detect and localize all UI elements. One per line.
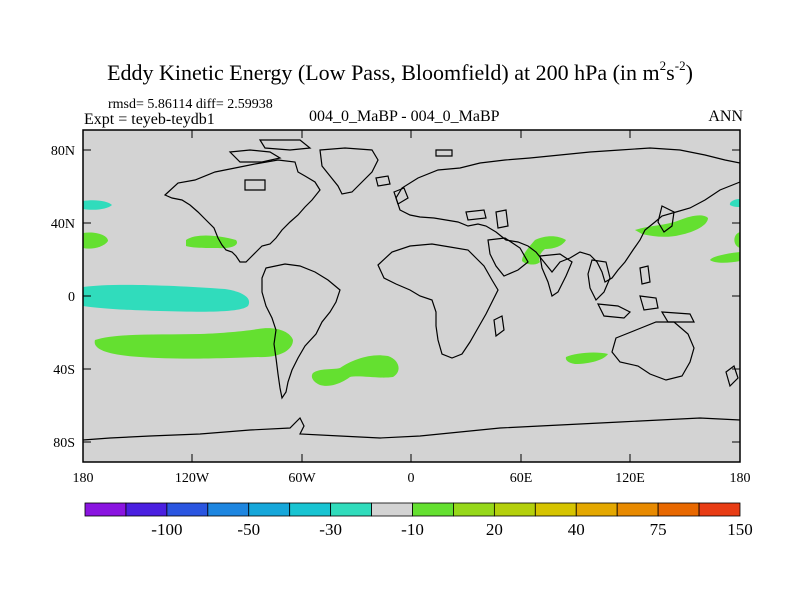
lat-label-80n: 80N [51,144,75,159]
colorbar-swatch [330,502,372,517]
lat-label-40n: 40N [51,217,75,232]
colorbar-swatch [166,502,209,517]
coast-hudson-inlet [244,179,266,191]
positive-region-middle-east [522,236,566,265]
lat-label-0: 0 [68,290,75,305]
coast-north-america [163,159,321,263]
colorbar-swatch [412,502,454,517]
coast-australia [611,321,695,381]
coast-indochina [587,259,611,302]
colorbar-label: 20 [486,520,503,539]
lon-label-120w: 120W [175,471,210,486]
colorbar-swatch [453,502,495,517]
colorbar-swatch [698,502,741,517]
colorbar-label: 40 [568,520,585,539]
coast-india [539,253,573,297]
colorbar-swatch [289,502,332,517]
colorbar-label: 150 [727,520,753,539]
colorbar-swatch [84,502,127,517]
coast-antarctica [83,416,740,441]
stats-text: rmsd= 5.86114 diff= 2.59938 [108,97,273,112]
positive-region-south-pacific [94,328,293,359]
coast-japan [657,205,675,233]
coast-svalbard [435,149,453,157]
negative-region-north-pacific-west [83,200,112,210]
colorbar-swatch [248,502,291,517]
lon-label-60e: 60E [510,471,533,486]
experiment-label: Expt = teyeb-teydb1 [84,111,215,128]
coast-south-america [261,263,341,400]
colorbar-label: -10 [401,520,424,539]
negative-region-tropical-pacific [83,284,250,312]
positive-region-north-pacific-dateline-east [710,232,740,263]
colorbar-swatch [575,502,618,517]
coast-iceland [375,175,391,187]
lon-label-180-west: 180 [73,471,94,486]
colorbar-swatch [616,502,659,517]
coast-indonesia [596,295,695,323]
lat-label-80s: 80S [53,436,75,451]
colorbar-labels: -100 -50 -30 -10 20 40 75 150 [151,520,752,539]
colorbar-label: -50 [237,520,260,539]
longitude-axis: 180 120W 60W 0 60E 120E 180 [73,130,751,486]
colorbar-label: -30 [319,520,342,539]
lon-label-0: 0 [408,471,415,486]
colorbar-swatch [207,502,250,517]
colorbar-swatch [125,502,168,517]
coast-caspian-sea [495,209,509,229]
colorbar-swatch [371,502,413,517]
lon-label-120e: 120E [615,471,645,486]
colorbar-swatch [534,502,577,517]
colorbar [84,502,741,517]
coast-philippines [639,265,651,285]
lon-label-60w: 60W [288,471,316,486]
coast-africa [377,243,499,359]
latitude-axis: 80N 40N 0 40S 80S [51,144,740,451]
coast-madagascar [493,315,505,338]
coast-eurasia [395,147,740,283]
season-label: ANN [708,108,743,125]
lon-label-180-east: 180 [730,471,751,486]
colorbar-label: 75 [650,520,667,539]
coast-arctic-islands [228,139,312,163]
lat-label-40s: 40S [53,363,75,378]
colorbar-swatch [657,502,700,517]
coast-arabia [487,237,529,277]
case-label: 004_0_MaBP - 004_0_MaBP [309,108,500,125]
negative-region-north-pacific-east [729,199,740,207]
coast-greenland [319,147,379,195]
plot-title: Eddy Kinetic Energy (Low Pass, Bloomfiel… [107,58,693,85]
coast-black-sea [465,209,487,221]
colorbar-swatch [493,502,536,517]
coast-british-isles [393,187,409,205]
positive-region-indian-ocean [565,352,608,364]
coast-new-zealand [725,365,739,388]
positive-region-south-atlantic [311,355,399,386]
colorbar-label: -100 [151,520,182,539]
positive-region-north-pacific-east [186,235,238,249]
coastlines [83,139,740,441]
positive-region-north-pacific-dateline-west [83,232,108,249]
